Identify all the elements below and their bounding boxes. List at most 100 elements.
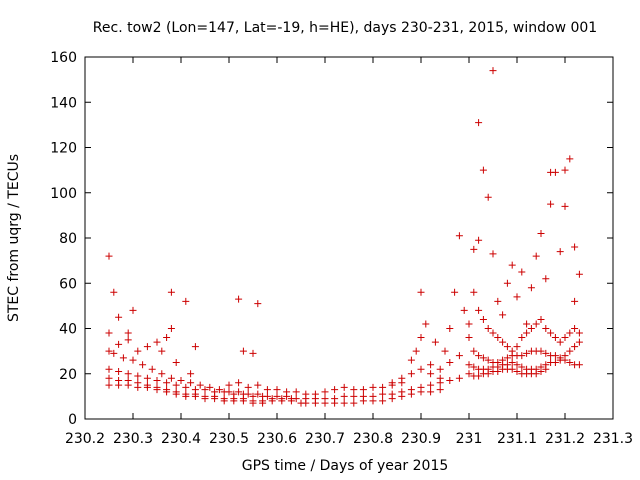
y-tick-label: 0 <box>68 412 77 428</box>
data-point <box>561 166 569 174</box>
y-tick-label: 60 <box>59 276 77 292</box>
data-point <box>153 377 161 385</box>
data-point <box>455 374 463 382</box>
data-point <box>489 67 497 75</box>
data-point <box>551 352 559 360</box>
data-point <box>542 365 550 373</box>
data-point <box>571 243 579 251</box>
x-axis: 230.2 230.3 230.4 230.5 230.6 230.7 230.8 230.9… <box>65 57 633 447</box>
data-point <box>350 386 358 394</box>
data-point <box>235 379 243 387</box>
data-point <box>508 261 516 269</box>
x-tick-label: 231.2 <box>545 431 585 447</box>
data-point <box>225 381 233 389</box>
data-point <box>537 347 545 355</box>
data-point <box>235 388 243 396</box>
data-point <box>407 390 415 398</box>
data-point <box>129 356 137 364</box>
data-point <box>311 399 319 407</box>
y-tick-label: 100 <box>50 186 77 202</box>
data-point <box>278 397 286 405</box>
data-point <box>187 379 195 387</box>
data-point <box>537 315 545 323</box>
data-point <box>499 338 507 346</box>
data-point <box>115 340 123 348</box>
data-point <box>105 365 113 373</box>
data-point <box>527 325 535 332</box>
data-point <box>503 354 511 362</box>
data-point <box>412 347 420 355</box>
data-point <box>527 284 535 292</box>
data-point <box>542 275 550 283</box>
data-point <box>239 397 247 405</box>
data-point <box>479 166 487 174</box>
data-point <box>475 372 483 380</box>
data-point <box>340 392 348 400</box>
data-point <box>105 329 113 337</box>
data-point <box>441 347 449 355</box>
data-point <box>503 279 511 287</box>
data-point <box>537 229 545 237</box>
data-point <box>134 372 142 380</box>
data-point <box>143 374 151 382</box>
data-point <box>254 390 262 398</box>
data-point <box>575 361 583 369</box>
data-point <box>547 329 555 337</box>
x-tick-label: 230.6 <box>257 431 297 447</box>
data-point <box>561 202 569 210</box>
data-point <box>508 365 516 373</box>
data-point <box>523 329 531 337</box>
data-point <box>220 397 228 405</box>
data-point <box>566 329 574 337</box>
data-point <box>163 334 171 342</box>
data-point <box>503 343 511 351</box>
data-point <box>475 352 483 360</box>
data-point <box>518 334 526 342</box>
data-point <box>470 288 478 296</box>
data-point <box>110 349 118 357</box>
data-point <box>417 388 425 396</box>
data-point <box>575 329 583 337</box>
data-point <box>451 288 459 296</box>
data-point <box>273 386 281 394</box>
data-point <box>388 379 396 387</box>
data-point <box>465 334 473 342</box>
data-point <box>215 386 223 394</box>
data-point <box>388 395 396 403</box>
data-point <box>542 325 550 332</box>
data-point <box>513 343 521 351</box>
data-point <box>105 381 113 389</box>
data-point <box>191 392 199 400</box>
data-point <box>518 268 526 276</box>
data-point <box>105 252 113 260</box>
data-point <box>475 236 483 244</box>
data-point <box>292 395 300 403</box>
x-tick-label: 231.3 <box>593 431 633 447</box>
data-point <box>508 358 516 366</box>
data-point <box>211 395 219 403</box>
data-point <box>254 381 262 389</box>
data-point <box>575 270 583 278</box>
data-point <box>499 311 507 319</box>
data-point <box>566 358 574 366</box>
data-point <box>484 356 492 364</box>
x-tick-label: 230.8 <box>353 431 393 447</box>
data-point <box>340 399 348 407</box>
data-point <box>167 288 175 296</box>
data-points <box>105 67 583 407</box>
data-point <box>556 248 564 256</box>
data-point <box>283 388 291 396</box>
data-point <box>484 370 492 378</box>
x-tick-label: 230.4 <box>161 431 201 447</box>
data-point <box>547 200 555 208</box>
data-point <box>163 388 171 396</box>
data-point <box>359 386 367 394</box>
data-point <box>460 306 468 314</box>
data-point <box>167 325 175 332</box>
data-point <box>566 155 574 163</box>
data-point <box>566 347 574 355</box>
data-point <box>143 343 151 351</box>
data-point <box>259 399 267 407</box>
data-point <box>398 392 406 400</box>
data-point <box>292 388 300 396</box>
